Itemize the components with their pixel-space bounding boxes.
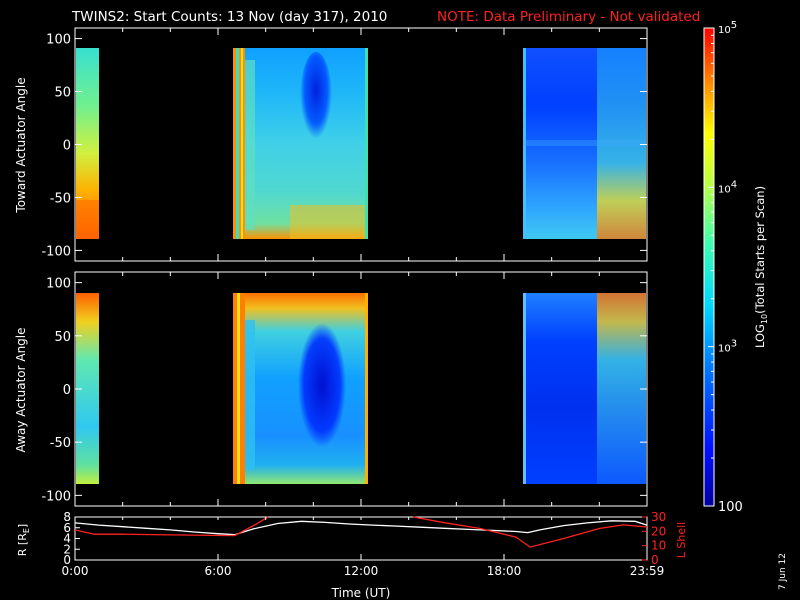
y-tick-label-right: 0 bbox=[651, 553, 659, 567]
orbit-left-ylabel: R [RE] bbox=[16, 524, 31, 556]
y-tick-label: 2 bbox=[63, 542, 71, 556]
y-tick-label: -100 bbox=[41, 489, 71, 504]
y-tick-label: -100 bbox=[41, 244, 71, 259]
y-tick-label: 50 bbox=[54, 330, 71, 345]
y-tick-label: 0 bbox=[63, 383, 71, 398]
date-stamp: 7 Jun 12 bbox=[778, 553, 788, 590]
x-tick-label: 12:00 bbox=[344, 564, 379, 578]
colorbar bbox=[703, 27, 715, 507]
y-tick-label: -50 bbox=[50, 436, 71, 451]
chart-title: TWINS2: Start Counts: 13 Nov (day 317), … bbox=[71, 9, 387, 25]
colorbar-ticks: 105 104 103 100 bbox=[708, 20, 743, 515]
y-tick-label: 0 bbox=[63, 139, 71, 154]
x-tick-label: 6:00 bbox=[205, 564, 232, 578]
y-tick-label-right: 30 bbox=[651, 510, 666, 524]
panel-toward-heatmap bbox=[75, 28, 647, 261]
y-tick-label: 8 bbox=[63, 510, 71, 524]
panel-away-y-ticks: 100 50 0 -50 -100 bbox=[41, 272, 648, 506]
x-axis-label: Time (UT) bbox=[331, 586, 391, 600]
heatmap-segment-1 bbox=[76, 293, 99, 484]
panel-away-heatmap bbox=[75, 272, 647, 506]
colorbar-tick-label: 104 bbox=[718, 179, 737, 195]
colorbar-tick-label: 103 bbox=[718, 339, 737, 355]
colorbar-label: LOG10(Total Starts per Scan) bbox=[753, 186, 769, 348]
x-tick-label: 0:00 bbox=[62, 564, 89, 578]
y-tick-label-right: 20 bbox=[651, 524, 666, 538]
l-shell-line bbox=[74, 516, 269, 537]
y-tick-label: -50 bbox=[50, 191, 71, 206]
orbit-right-ylabel: L Shell bbox=[675, 522, 688, 558]
y-tick-label: 0 bbox=[63, 553, 71, 567]
panel-toward-ylabel: Toward Actuator Angle bbox=[14, 77, 28, 213]
l-shell-line bbox=[413, 516, 648, 548]
x-tick-label: 23:59 bbox=[630, 564, 665, 578]
y-tick-label: 100 bbox=[46, 277, 71, 292]
panel-away-ylabel: Away Actuator Angle bbox=[14, 327, 28, 452]
x-tick-label: 18:00 bbox=[487, 564, 522, 578]
radius-line bbox=[74, 520, 648, 536]
panel-orbit-lines bbox=[74, 516, 648, 548]
panel-toward-y-ticks: 100 50 0 -50 -100 bbox=[41, 28, 648, 261]
panel-orbit-x-ticks: 0:00 6:00 12:00 18:00 23:59 bbox=[62, 517, 665, 578]
y-tick-label: 4 bbox=[63, 532, 71, 546]
colorbar-tick-label: 100 bbox=[718, 500, 743, 515]
colorbar-tick-label: 105 bbox=[718, 20, 737, 36]
y-tick-label: 100 bbox=[46, 33, 71, 48]
heatmap-segment-1 bbox=[76, 48, 99, 239]
y-tick-label: 6 bbox=[63, 521, 71, 535]
y-tick-label: 50 bbox=[54, 86, 71, 101]
preliminary-note: NOTE: Data Preliminary - Not validated bbox=[437, 9, 700, 25]
y-tick-label-right: 10 bbox=[651, 539, 666, 553]
